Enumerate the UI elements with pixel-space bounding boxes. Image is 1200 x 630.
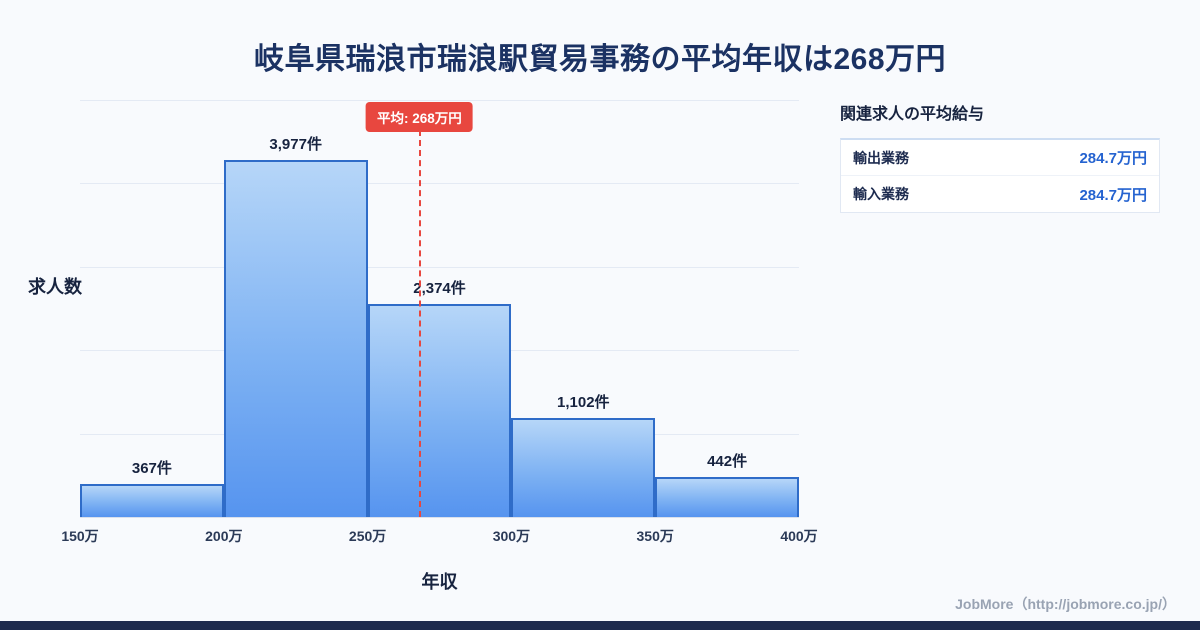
- average-line: [419, 130, 422, 517]
- gridline: [80, 517, 799, 518]
- side-panel-heading: 関連求人の平均給与: [840, 106, 985, 123]
- x-axis-tick-label: 400万: [780, 528, 818, 544]
- gridline: [80, 266, 799, 268]
- bar-value-label: 2,374件: [413, 280, 466, 298]
- salary-label: 輸入業務: [853, 186, 909, 202]
- x-axis-label: 年収: [421, 572, 458, 592]
- histogram-bar: [367, 304, 512, 517]
- chart-plot-area: 367件 3,977件 2,374件 1,102件 442件 150万 200万 250万 30…: [61, 100, 818, 544]
- gridline: [80, 100, 799, 101]
- gridline: [80, 183, 799, 185]
- bar-value-label: 442件: [707, 453, 748, 471]
- salary-value: 284.7万円: [1079, 186, 1147, 204]
- page-title: 岐阜県瑞浪市瑞浪駅貿易事務の平均年収は268万円: [253, 43, 947, 76]
- bar-value-label: 3,977件: [269, 136, 322, 154]
- salary-value: 284.7万円: [1079, 150, 1147, 167]
- histogram-bar: [655, 477, 799, 517]
- y-axis-label: 求人数: [28, 277, 82, 297]
- average-badge: 平均: 268万円: [365, 102, 473, 132]
- x-axis-tick-label: 250万: [348, 528, 387, 544]
- x-axis-tick-label: 350万: [636, 528, 674, 544]
- x-axis-tick-label: 200万: [205, 528, 243, 544]
- bottom-accent-bar: [0, 621, 1200, 630]
- bar-value-label: 1,102件: [557, 394, 610, 412]
- histogram-bar: [80, 484, 224, 517]
- histogram-bar: [223, 160, 368, 517]
- x-axis-tick-label: 150万: [61, 528, 99, 544]
- footer-credit: JobMore（http://jobmore.co.jp/）: [955, 596, 1176, 612]
- table-row: 輸入業務 284.7万円: [841, 176, 1159, 212]
- table-row: 輸出業務 284.7万円: [841, 140, 1159, 176]
- x-axis-tick-label: 300万: [492, 528, 531, 544]
- salary-label: 輸出業務: [853, 149, 909, 166]
- salary-table: 輸出業務 284.7万円 輸入業務 284.7万円: [840, 138, 1160, 213]
- bar-value-label: 367件: [131, 460, 172, 478]
- histogram-bar: [511, 418, 656, 517]
